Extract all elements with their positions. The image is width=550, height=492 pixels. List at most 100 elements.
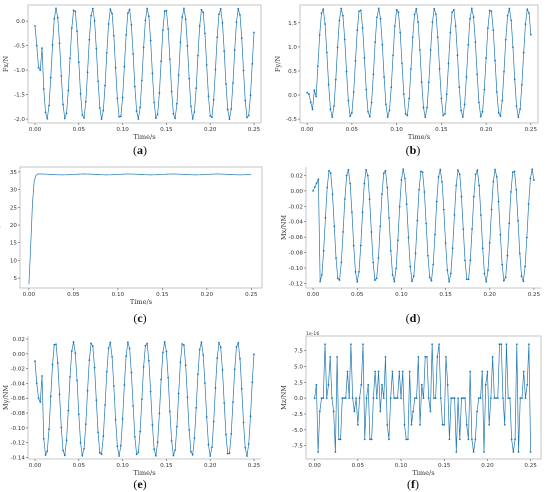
- data-point: [133, 85, 136, 88]
- data-point: [503, 70, 505, 73]
- data-point: [327, 83, 330, 86]
- data-point: [98, 451, 101, 454]
- data-point: [317, 451, 319, 453]
- data-point: [485, 280, 488, 283]
- data-point: [39, 69, 42, 72]
- panel-caption: (b): [406, 143, 421, 157]
- data-point: [336, 356, 338, 358]
- data-point: [107, 347, 110, 350]
- data-point: [429, 410, 432, 413]
- data-point: [83, 116, 85, 119]
- x-tick-label: 0.15: [156, 292, 169, 298]
- data-point: [417, 21, 420, 24]
- data-point: [109, 341, 112, 344]
- y-tick-label: 0.5: [288, 69, 297, 75]
- data-point: [424, 356, 427, 358]
- data-point: [443, 423, 446, 426]
- data-point: [509, 397, 511, 400]
- y-tick-label: -2.0: [14, 117, 25, 123]
- data-point: [312, 189, 314, 192]
- data-point: [49, 76, 52, 79]
- chart-panel-c: 0.00 0.05 0.10 0.15 0.20 0.25 35 30 25 20 15 10 5 Tim…: [0, 166, 263, 325]
- data-point: [74, 10, 77, 13]
- data-point: [51, 43, 54, 46]
- data-point: [388, 216, 390, 219]
- data-point: [72, 9, 75, 12]
- data-point: [246, 116, 248, 119]
- data-point: [169, 58, 171, 61]
- data-point: [533, 179, 535, 181]
- data-point: [329, 172, 332, 175]
- data-point: [204, 32, 206, 35]
- data-point: [172, 112, 175, 115]
- data-point: [462, 397, 465, 400]
- data-point: [524, 265, 526, 268]
- data-point: [135, 110, 138, 113]
- data-point: [408, 370, 411, 373]
- data-point: [515, 188, 518, 191]
- x-tick-label: 0.25: [525, 127, 538, 133]
- data-point: [55, 343, 57, 346]
- data-point: [128, 347, 131, 350]
- data-point: [435, 13, 437, 16]
- data-point: [55, 7, 57, 10]
- data-point: [216, 357, 219, 359]
- data-point: [472, 195, 475, 198]
- data-point: [519, 397, 522, 400]
- data-point: [510, 190, 512, 193]
- x-tick-label: 0.15: [439, 292, 452, 298]
- data-point: [121, 96, 124, 99]
- data-point: [191, 453, 194, 456]
- data-point: [326, 186, 329, 189]
- data-point: [458, 438, 461, 441]
- data-point: [219, 8, 222, 10]
- data-point: [445, 93, 448, 96]
- data-point: [186, 396, 189, 399]
- y-tick-label: 0.00: [291, 189, 304, 195]
- data-point: [384, 103, 387, 106]
- data-point: [147, 15, 150, 18]
- data-point: [228, 118, 231, 120]
- y-tick-label: -0.06: [11, 396, 26, 402]
- data-point: [84, 423, 87, 426]
- data-point: [65, 439, 68, 442]
- data-point: [67, 409, 70, 412]
- data-point: [328, 169, 330, 172]
- data-point: [76, 379, 78, 382]
- data-point: [455, 451, 458, 453]
- data-point: [202, 353, 205, 356]
- y-tick-label: 15: [10, 241, 18, 247]
- data-point: [424, 116, 427, 119]
- data-point: [35, 44, 38, 47]
- data-point: [235, 21, 238, 24]
- x-tick-label: 0.10: [116, 127, 129, 133]
- data-point: [86, 71, 89, 74]
- data-point: [436, 36, 439, 39]
- data-point: [528, 12, 530, 15]
- data-point: [332, 410, 335, 413]
- data-point: [37, 397, 40, 400]
- data-point: [386, 186, 389, 189]
- data-point: [415, 7, 418, 10]
- data-point: [404, 177, 406, 180]
- data-point: [58, 42, 61, 45]
- data-point: [221, 369, 224, 371]
- data-point: [360, 383, 363, 386]
- data-point: [336, 46, 339, 49]
- data-point: [324, 23, 326, 25]
- x-tick-label: 0.10: [395, 463, 408, 469]
- data-point: [379, 410, 382, 413]
- data-point: [130, 23, 133, 26]
- data-point: [446, 383, 449, 386]
- data-point: [56, 16, 59, 19]
- y-tick-label: -0.02: [289, 204, 303, 210]
- y-axis-label: Mx/NM: [280, 215, 288, 240]
- x-tick-label: 0.00: [308, 463, 321, 469]
- x-axis-label: Time/s: [408, 133, 431, 141]
- data-point: [128, 8, 131, 11]
- data-point: [356, 29, 359, 32]
- y-axis-label: Fx/N: [2, 56, 10, 73]
- y-tick-label: -7.5: [292, 444, 303, 450]
- data-point: [389, 249, 392, 252]
- data-point: [309, 101, 312, 104]
